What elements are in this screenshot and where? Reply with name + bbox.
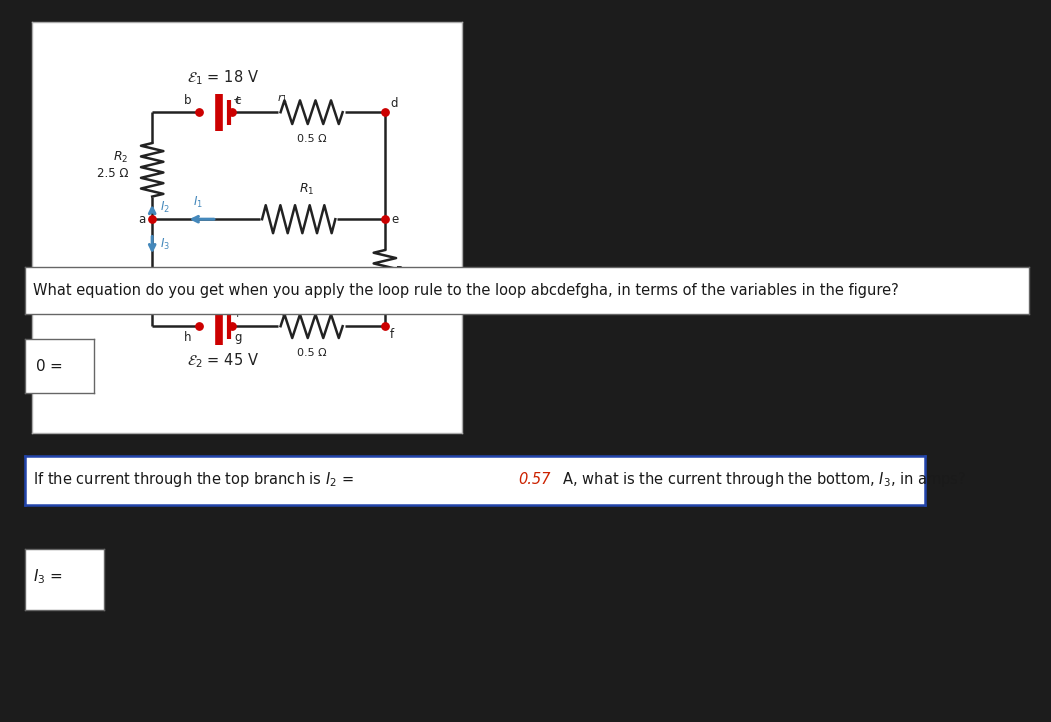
Point xyxy=(376,214,393,225)
Text: +: + xyxy=(233,95,243,105)
Text: h: h xyxy=(184,331,191,344)
Text: $I_3$: $I_3$ xyxy=(160,237,170,252)
Text: $r_2$: $r_2$ xyxy=(277,306,288,319)
Text: g: g xyxy=(234,331,242,344)
Text: $R_3$: $R_3$ xyxy=(394,265,410,280)
Point xyxy=(190,321,207,332)
Text: $\mathcal{E}_2$ = 45 V: $\mathcal{E}_2$ = 45 V xyxy=(187,352,260,370)
Point xyxy=(376,321,393,332)
Text: If the current through the top branch is $I_2$ =: If the current through the top branch is… xyxy=(34,470,356,490)
Text: 1.5 Ω: 1.5 Ω xyxy=(394,284,426,297)
Text: $I_2$: $I_2$ xyxy=(160,200,170,215)
Text: $R_1$: $R_1$ xyxy=(298,181,314,196)
Text: $I_1$: $I_1$ xyxy=(193,195,203,210)
Text: 0.57: 0.57 xyxy=(518,472,551,487)
Text: $R_2$: $R_2$ xyxy=(114,150,128,165)
Text: +: + xyxy=(233,309,243,319)
Text: A, what is the current through the bottom, $I_3$, in amps?: A, what is the current through the botto… xyxy=(558,470,966,490)
Text: a: a xyxy=(139,213,146,226)
Text: What equation do you get when you apply the loop rule to the loop abcdefgha, in : What equation do you get when you apply … xyxy=(34,283,899,298)
Text: f: f xyxy=(390,329,394,342)
Point xyxy=(190,106,207,118)
Text: b: b xyxy=(184,95,191,108)
Text: 2.5 Ω: 2.5 Ω xyxy=(97,168,128,180)
Point xyxy=(144,214,161,225)
Text: d: d xyxy=(390,97,397,110)
Text: $0$ =: $0$ = xyxy=(36,358,63,375)
Text: $\mathcal{E}_1$ = 18 V: $\mathcal{E}_1$ = 18 V xyxy=(187,68,260,87)
Text: c: c xyxy=(234,95,241,108)
Text: 0.5 Ω: 0.5 Ω xyxy=(296,347,327,357)
Text: $r_1$: $r_1$ xyxy=(277,92,288,105)
Text: $I_3$ =: $I_3$ = xyxy=(34,567,63,586)
Point xyxy=(376,106,393,118)
Point xyxy=(224,106,241,118)
Point xyxy=(224,321,241,332)
Text: e: e xyxy=(391,213,398,226)
Text: 0.5 Ω: 0.5 Ω xyxy=(296,134,327,144)
